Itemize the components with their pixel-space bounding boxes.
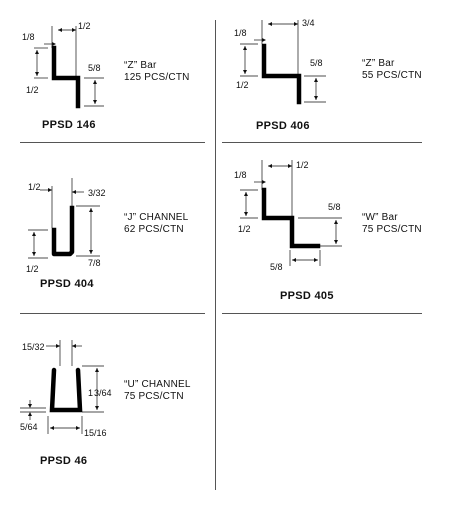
dim-left: 1/2 — [238, 224, 251, 234]
product-description: “Z” Bar 125 PCS/CTN — [124, 60, 190, 84]
divider-row1-left — [20, 142, 205, 143]
product-type: “J” CHANNEL — [124, 212, 189, 223]
dim-top-right: 3/32 — [88, 188, 106, 198]
part-number: PPSD 46 — [40, 455, 88, 467]
dim-right: 5/8 — [310, 58, 323, 68]
product-type: “U” CHANNEL — [124, 379, 191, 390]
dim-left: 1/2 — [236, 80, 249, 90]
dim-bottom: 15/16 — [84, 428, 107, 438]
divider-row2-right — [222, 313, 422, 314]
dim-top: 15/32 — [22, 342, 45, 352]
dim-bottom: 5/8 — [270, 262, 283, 272]
divider-vertical — [215, 20, 216, 490]
part-number: PPSD 406 — [256, 120, 310, 132]
product-description: “U” CHANNEL 75 PCS/CTN — [124, 379, 191, 403]
product-type: “Z” Bar — [362, 58, 395, 69]
dim-right-fraction: 3/64 — [94, 388, 112, 398]
dim-right: 5/8 — [88, 63, 101, 73]
dim-top-left: 1/8 — [234, 170, 247, 180]
part-number: PPSD 404 — [40, 278, 94, 290]
dim-right: 5/8 — [328, 202, 341, 212]
product-description: “Z” Bar 55 PCS/CTN — [362, 58, 422, 82]
product-description: “W” Bar 75 PCS/CTN — [362, 212, 422, 236]
product-description: “J” CHANNEL 62 PCS/CTN — [124, 212, 188, 236]
dim-top-left: 1/2 — [28, 182, 41, 192]
pieces-per-carton: 62 PCS/CTN — [124, 224, 184, 235]
dim-left: 5/64 — [20, 422, 38, 432]
product-type: “Z” Bar — [124, 60, 157, 71]
dim-top-right: 1/2 — [296, 160, 309, 170]
dim-top-right: 1/2 — [78, 21, 91, 31]
pieces-per-carton: 55 PCS/CTN — [362, 70, 422, 81]
pieces-per-carton: 125 PCS/CTN — [124, 72, 190, 83]
dim-right: 7/8 — [88, 258, 101, 268]
divider-row1-right — [222, 142, 422, 143]
dim-left: 1/2 — [26, 264, 39, 274]
dim-left: 1/2 — [26, 85, 39, 95]
product-type: “W” Bar — [362, 212, 398, 223]
dim-top-left: 1/8 — [234, 28, 247, 38]
pieces-per-carton: 75 PCS/CTN — [362, 224, 422, 235]
pieces-per-carton: 75 PCS/CTN — [124, 391, 184, 402]
part-number: PPSD 405 — [280, 290, 334, 302]
dim-top-left: 1/8 — [22, 32, 35, 42]
dim-top-right: 3/4 — [302, 18, 315, 28]
dim-right-whole: 1 — [88, 388, 93, 398]
divider-row2-left — [20, 313, 205, 314]
part-number: PPSD 146 — [42, 119, 96, 131]
